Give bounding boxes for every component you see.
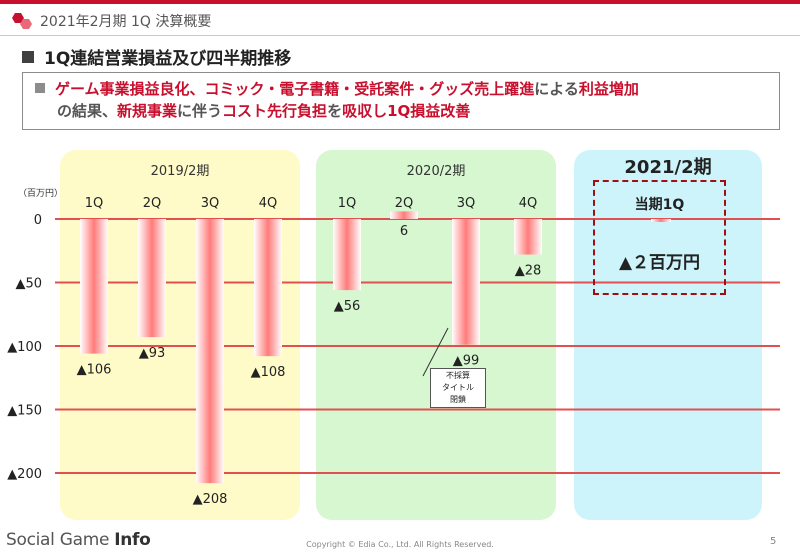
page-number: 5 [770,536,777,547]
panel-fy2019-label: 2019/2期 [150,164,210,179]
summary-connector: を [327,102,343,120]
category-label: 1Q [338,196,357,211]
square-bullet-icon [35,83,45,93]
summary-line-2: の結果、新規事業に伴うコスト先行負担を吸収し1Q損益改善 [35,100,769,122]
summary-connector: の結果、 [57,102,118,120]
category-label: 4Q [519,196,538,211]
category-label: 1Q [85,196,104,211]
note-line: 閉鎖 [450,395,466,404]
footer-brand-bold: Info [114,530,151,550]
data-label: 6 [400,224,408,239]
category-label: 2Q [143,196,162,211]
panel-fy2020-label: 2020/2期 [406,164,466,179]
bar-1q [80,219,108,354]
data-label: ▲56 [334,299,361,314]
category-label: 3Q [457,196,476,211]
summary-highlight-sales: ゲーム事業損益良化、コミック・電子書籍・受託案件・グッズ売上躍進 [55,80,535,98]
slide-header-title: 2021年2月期 1Q 決算概要 [40,14,212,30]
data-label: ▲93 [139,346,166,361]
data-label: ▲28 [515,264,542,279]
bar-4q [254,219,282,357]
category-label: 2Q [395,196,414,211]
category-label: 3Q [201,196,220,211]
y-tick-label: ▲50 [15,277,42,292]
summary-highlight-cost: コスト先行負担 [222,102,328,120]
header-divider [0,35,800,36]
data-label: ▲106 [77,363,112,378]
note-line: 不採算 [446,371,470,380]
summary-connector: による [534,80,579,98]
footer-brand-light: Social Game [6,530,115,550]
current-quarter-value: ▲２百万円 [618,253,701,273]
y-axis-unit-label: （百万円） [18,188,63,199]
summary-connector: に伴う [177,102,223,120]
bar-1q [333,219,361,291]
top-accent-bar [0,0,800,4]
current-quarter-title: 当期1Q [634,197,685,213]
bar-2q [390,211,418,219]
bar-当期1q [651,219,671,222]
data-label: ▲108 [251,365,286,380]
panel-fy2021-label: 2021/2期 [624,157,712,178]
unprofitable-title-closure-note: 不採算 タイトル 閉鎖 [430,368,486,408]
data-label: ▲99 [453,354,480,369]
bar-3q [452,219,480,345]
category-label: 4Q [259,196,278,211]
panel-fy2021: 2021/2期 [574,150,762,520]
slide-header: 2021年2月期 1Q 決算概要 [12,10,211,32]
note-leader-line [422,327,449,377]
company-logo-icon [12,13,32,29]
footer-copyright: Copyright © Edia Co., Ltd. All Rights Re… [306,540,494,549]
footer-brand: Social Game Info [6,530,151,550]
y-tick-label: ▲200 [7,467,42,482]
bar-3q [196,219,224,484]
data-label: ▲208 [193,492,228,507]
y-tick-label: 0 [34,213,42,228]
summary-highlight-new-business: 新規事業 [117,102,178,120]
bar-2q [138,219,166,338]
section-heading: 1Q連結営業損益及び四半期推移 [22,44,291,69]
panel-fy2020: 2020/2期 [316,150,556,520]
bar-4q [514,219,542,255]
summary-box: ゲーム事業損益良化、コミック・電子書籍・受託案件・グッズ売上躍進による利益増加 … [22,72,780,130]
note-line: タイトル [442,383,474,392]
y-tick-label: ▲100 [7,340,42,355]
summary-highlight-improvement: 吸収し1Q損益改善 [342,102,471,120]
section-title: 1Q連結営業損益及び四半期推移 [44,49,292,69]
square-bullet-icon [22,50,34,63]
current-quarter-highlight-box: 当期1Q ▲２百万円 [593,180,726,295]
summary-line-1: ゲーム事業損益良化、コミック・電子書籍・受託案件・グッズ売上躍進による利益増加 [35,78,769,100]
summary-highlight-profit: 利益増加 [578,80,639,98]
y-tick-label: ▲150 [7,404,42,419]
